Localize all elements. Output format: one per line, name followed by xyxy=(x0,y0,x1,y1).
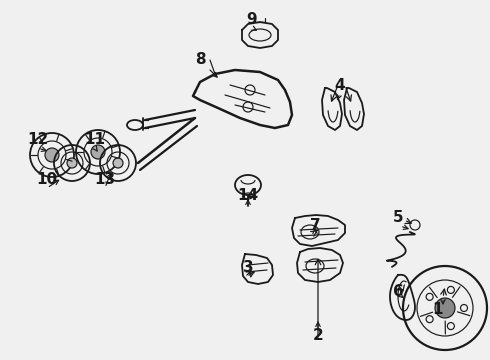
Circle shape xyxy=(113,158,123,168)
Text: 12: 12 xyxy=(27,132,49,148)
Circle shape xyxy=(67,158,77,168)
Text: 1: 1 xyxy=(433,302,443,318)
Text: 4: 4 xyxy=(335,77,345,93)
Text: 5: 5 xyxy=(392,211,403,225)
Text: 7: 7 xyxy=(310,217,320,233)
Text: 2: 2 xyxy=(313,328,323,342)
Circle shape xyxy=(45,148,59,162)
Circle shape xyxy=(435,298,455,318)
Text: 13: 13 xyxy=(95,172,116,188)
Text: 9: 9 xyxy=(246,13,257,27)
Text: 11: 11 xyxy=(84,132,105,148)
Text: 6: 6 xyxy=(392,284,403,300)
Text: 8: 8 xyxy=(195,53,205,68)
Text: 10: 10 xyxy=(36,172,57,188)
Circle shape xyxy=(91,145,105,159)
Text: 3: 3 xyxy=(243,261,253,275)
Text: 14: 14 xyxy=(238,188,259,202)
